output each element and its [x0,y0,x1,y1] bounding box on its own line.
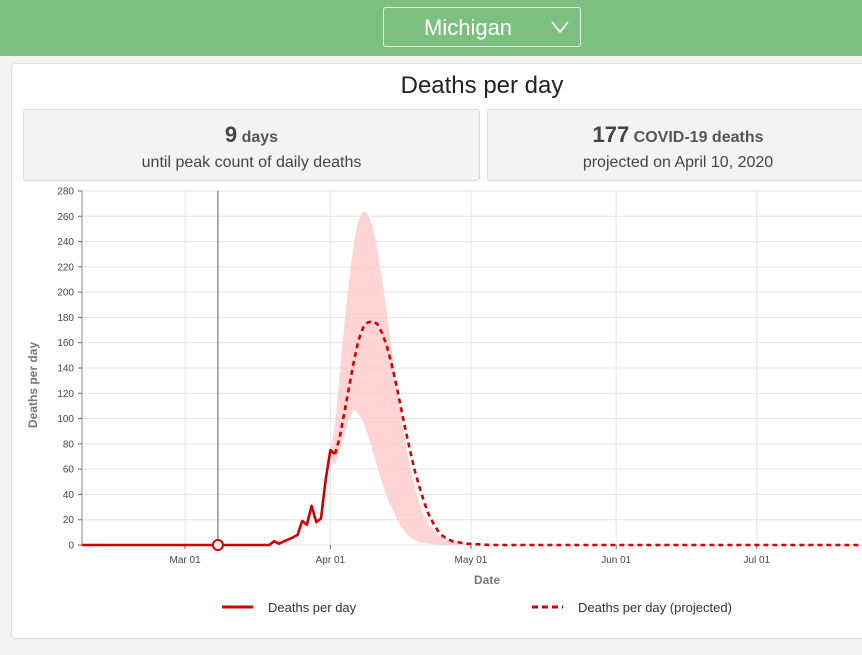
y-tick-label: 100 [57,414,74,425]
current-date-marker [211,539,224,551]
y-tick-label: 180 [57,313,74,324]
legend-item-deaths: Deaths per day [268,600,357,615]
y-tick-label: 260 [57,212,74,223]
x-axis-title: Date [474,573,500,587]
y-tick-label: 240 [57,237,74,248]
peak-deaths-stat: 177 COVID-19 deaths projected on April 1… [487,109,862,181]
y-tick-label: 80 [63,439,75,450]
y-axis-title: Deaths per day [26,342,40,428]
chevron-down-icon [551,21,569,34]
peak-deaths-subtitle: projected on April 10, 2020 [582,154,774,171]
peak-days-number: 9 [224,122,238,147]
top-bar: Michigan [0,0,862,56]
peak-deaths-unit: COVID-19 deaths [633,129,764,146]
y-tick-label: 60 [63,465,75,476]
y-tick-label: 280 [57,187,74,198]
y-tick-label: 120 [57,389,74,400]
uncertainty-band [330,211,471,545]
y-tick-label: 0 [68,541,74,552]
legend-item-projected: Deaths per day (projected) [578,600,732,615]
y-tick-label: 160 [57,338,74,349]
grid: 0 20 40 60 80 100 120 140 160 180 200 220 240 260 280 M… [57,187,862,566]
y-tick-label: 20 [63,515,75,526]
peak-deaths-number: 177 [592,122,630,147]
peak-days-stat: 9 days until peak count of daily deaths [23,109,480,181]
legend: Deaths per day Deaths per day (projected… [222,600,732,615]
y-tick-label: 140 [57,364,74,375]
y-tick-label: 40 [63,490,75,501]
x-tick-label: Jun 01 [601,555,631,566]
x-tick-label: Mar 01 [170,555,202,566]
state-selector[interactable]: Michigan [383,7,581,47]
peak-days-subtitle: until peak count of daily deaths [141,154,362,171]
x-tick-label: May 01 [455,555,488,566]
series-deaths-line [82,448,336,547]
state-selector-label: Michigan [424,15,513,40]
chart-title: Deaths per day [400,72,564,99]
x-tick-label: Apr 01 [316,555,346,566]
y-tick-label: 220 [57,262,74,273]
x-tick-label: Jul 01 [743,555,770,566]
peak-days-unit: days [241,129,279,146]
y-tick-label: 200 [57,288,74,299]
